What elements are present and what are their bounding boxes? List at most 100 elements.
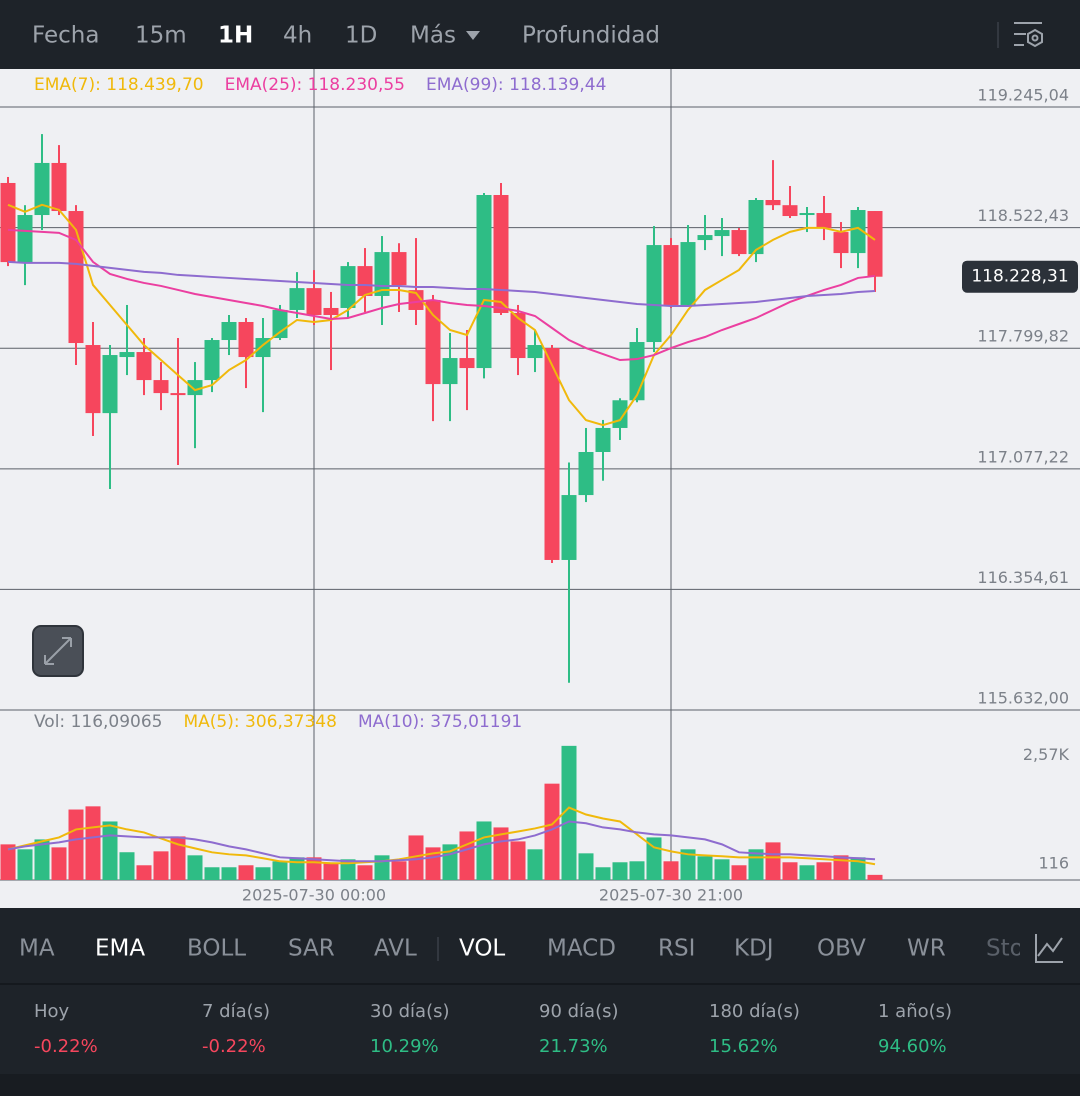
candle-body: [850, 210, 866, 254]
candle-body: [476, 194, 492, 369]
volume-bar: [238, 865, 254, 880]
tab-mas[interactable]: Más: [410, 23, 456, 49]
candle-body: [34, 162, 50, 216]
tab-1h[interactable]: 1H: [218, 23, 253, 49]
candle-body: [578, 451, 594, 496]
volume-bar: [408, 835, 424, 880]
volume-bar: [204, 867, 220, 880]
volume-legend: Vol: 116,09065: [34, 712, 163, 732]
candle-body: [799, 213, 815, 216]
chart-bg: [0, 69, 1080, 908]
volume-bar: [629, 861, 645, 880]
volume-bar: [510, 841, 526, 880]
volume-bar: [119, 852, 135, 880]
tab-profundidad[interactable]: Profundidad: [522, 23, 660, 49]
footer: [0, 1074, 1080, 1096]
candle-body: [782, 205, 798, 217]
tab-1d[interactable]: 1D: [345, 23, 377, 49]
candle-body: [204, 340, 220, 381]
tab-obv[interactable]: OBV: [817, 936, 866, 962]
candle-body: [119, 352, 135, 358]
indicator-line: [7, 203, 876, 427]
stat-value: 94.60%: [878, 1036, 947, 1057]
tab-boll[interactable]: BOLL: [187, 936, 246, 962]
candle-body: [544, 348, 560, 560]
candle-body: [221, 321, 237, 341]
legend-entry: MA(10): 375,01191: [358, 712, 522, 732]
tab-macd[interactable]: MACD: [547, 936, 616, 962]
volume-bar: [867, 874, 883, 880]
tab-15m[interactable]: 15m: [135, 23, 187, 49]
stat-value: -0.22%: [202, 1036, 266, 1057]
volume-bar: [765, 842, 781, 880]
stat-label: 180 día(s): [709, 1001, 800, 1022]
volume-bar: [731, 865, 747, 880]
stat-value: -0.22%: [34, 1036, 98, 1057]
candle-body: [0, 182, 16, 263]
tab-kdj[interactable]: KDJ: [734, 936, 774, 962]
tab-vol[interactable]: VOL: [459, 936, 505, 962]
y-tick-label: 116: [1038, 853, 1069, 872]
candle-body: [646, 245, 662, 343]
candle-body: [561, 495, 577, 560]
volume-bar: [306, 857, 322, 880]
volume-bar: [714, 859, 730, 880]
candle-body: [748, 200, 764, 255]
candle-body: [306, 288, 322, 315]
volume-bar: [544, 783, 560, 880]
candle-body: [289, 288, 305, 310]
tab-wr[interactable]: WR: [907, 936, 946, 962]
volume-bar: [255, 867, 271, 880]
stat-label: 90 día(s): [539, 1001, 619, 1022]
chart-icon[interactable]: [1035, 934, 1063, 963]
volume-bar: [221, 867, 237, 880]
candle-body: [102, 355, 118, 414]
tab-ema[interactable]: EMA: [95, 936, 145, 962]
candle-body: [442, 358, 458, 385]
y-tick-label: 116.354,61: [977, 568, 1069, 587]
candle-body: [510, 312, 526, 359]
volume-bar: [595, 867, 611, 880]
candle-body: [153, 380, 169, 394]
candle-body: [323, 307, 339, 315]
candle-body: [357, 266, 373, 296]
stat-value: 21.73%: [539, 1036, 608, 1057]
tab-ma[interactable]: MA: [19, 936, 55, 962]
tab-sar[interactable]: SAR: [288, 936, 335, 962]
volume-bar: [612, 862, 628, 880]
volume-bar: [357, 865, 373, 880]
candle-body: [459, 358, 475, 369]
tab-4h[interactable]: 4h: [283, 23, 312, 49]
tab-fecha[interactable]: Fecha: [32, 23, 99, 49]
volume-bar: [289, 857, 305, 880]
volume-bar: [0, 844, 16, 880]
candle-body: [765, 200, 781, 206]
legend-entry: EMA(99): 118.139,44: [426, 75, 606, 95]
tab-sto[interactable]: Sto: [986, 936, 1024, 962]
volume-bar: [340, 859, 356, 880]
volume-bar: [782, 862, 798, 880]
candle-body: [391, 252, 407, 286]
volume-bar: [578, 853, 594, 880]
indicator-line: [7, 806, 876, 866]
volume-bar: [799, 865, 815, 880]
volume-bar: [663, 861, 679, 880]
tab-avl[interactable]: AVL: [374, 936, 417, 962]
tab-rsi[interactable]: RSI: [658, 936, 695, 962]
candle-body: [136, 352, 152, 381]
volume-bar: [561, 745, 577, 880]
volume-bar: [17, 849, 33, 880]
volume-bar: [153, 851, 169, 880]
volume-bar: [51, 847, 67, 880]
toolbar-bg: [0, 0, 1080, 69]
volume-bar: [272, 861, 288, 880]
candle-body: [238, 321, 254, 358]
candle-body: [595, 427, 611, 452]
y-tick-label: 119.245,04: [977, 86, 1069, 105]
candle-body: [340, 266, 356, 308]
candle-body: [408, 290, 424, 310]
settings-icon[interactable]: [1014, 22, 1043, 48]
candle-body: [170, 393, 186, 396]
volume-bar: [476, 821, 492, 880]
y-tick-label: 117.077,22: [977, 447, 1069, 466]
